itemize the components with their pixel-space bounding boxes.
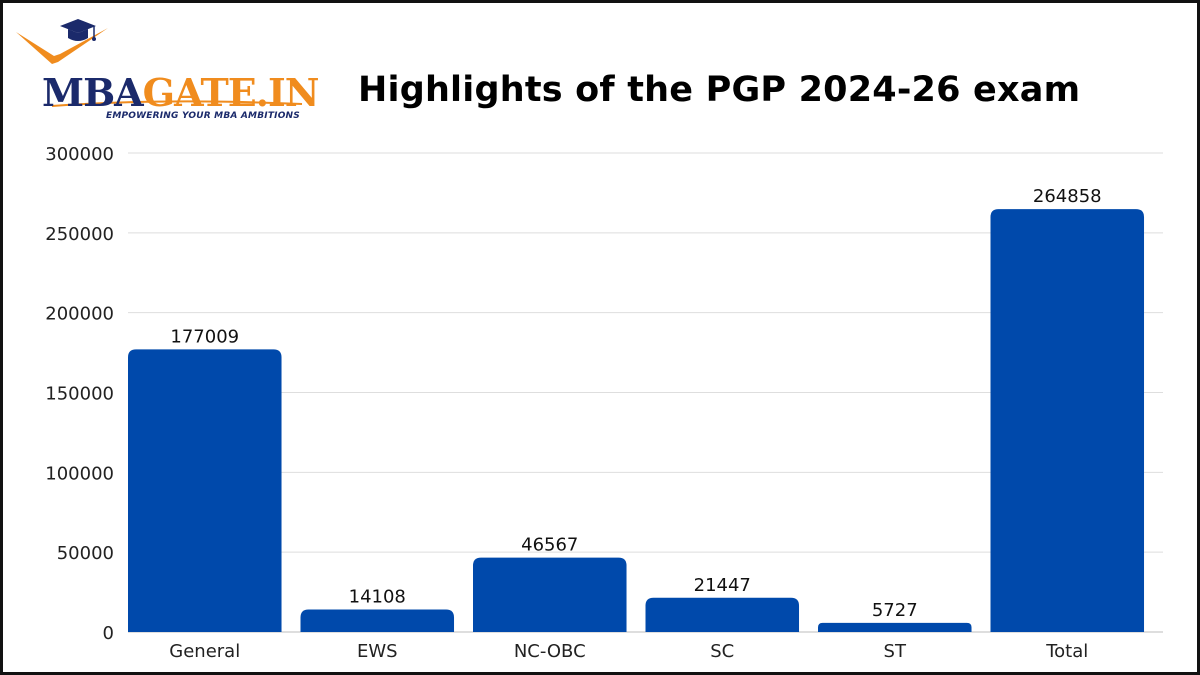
x-tick-label: ST — [884, 641, 907, 662]
graduation-cap-icon — [16, 19, 303, 107]
brand-logo: MBAGATE.IN EMPOWERING YOUR MBA AMBITIONS — [12, 14, 320, 124]
data-label: 177009 — [170, 326, 239, 347]
bar-st — [818, 622, 972, 632]
data-label: 21447 — [694, 575, 751, 596]
bars — [128, 209, 1145, 633]
x-tick-label: EWS — [357, 641, 398, 662]
y-tick-label: 200000 — [45, 304, 114, 325]
brand-tagline: EMPOWERING YOUR MBA AMBITIONS — [106, 111, 300, 121]
x-tick-label: General — [169, 641, 240, 662]
y-tick-label: 250000 — [45, 224, 114, 245]
bar-total — [990, 209, 1145, 633]
brand-name: MBAGATE.IN — [42, 74, 320, 112]
y-tick-label: 50000 — [57, 543, 114, 564]
data-label: 5727 — [872, 600, 918, 621]
bar-nc-obc — [473, 557, 627, 632]
x-tick-label: Total — [1045, 641, 1088, 662]
data-label: 264858 — [1033, 186, 1102, 207]
y-axis-ticks: 0 50000 100000 150000 200000 250000 300000 — [45, 144, 114, 644]
brand-suffix: GATE.IN — [142, 70, 320, 115]
bar-general — [128, 349, 282, 632]
x-tick-label: SC — [710, 641, 734, 662]
bar-ews — [300, 609, 455, 632]
y-tick-label: 100000 — [45, 463, 114, 484]
y-tick-label: 150000 — [45, 384, 114, 405]
y-tick-label: 300000 — [45, 144, 114, 165]
brand-prefix: MBA — [42, 70, 144, 115]
chart-title: Highlights of the PGP 2024-26 exam — [358, 70, 1081, 110]
data-labels: 177009 14108 46567 21447 5727 264858 — [170, 186, 1101, 621]
y-tick-label: 0 — [103, 623, 114, 644]
data-label: 46567 — [521, 535, 578, 556]
x-axis-ticks: General EWS NC-OBC SC ST Total — [169, 641, 1088, 662]
x-tick-label: NC-OBC — [514, 641, 586, 662]
bar-sc — [645, 597, 800, 632]
data-label: 14108 — [349, 586, 406, 607]
